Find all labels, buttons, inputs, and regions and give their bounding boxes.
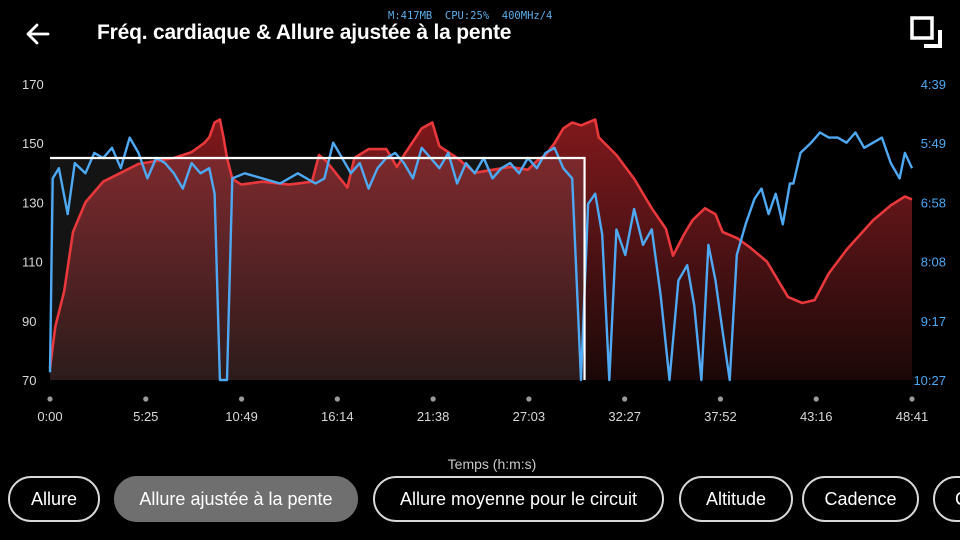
metric-tabs: Allure Allure ajustée à la pente Allure mo… [0,476,960,526]
hr-pace-chart: 170 150 130 110 90 70 4:39 5:49 6:58 8:08 9:17 10:… [22,77,946,472]
x-tick-label: 48:41 [896,409,929,424]
x-tick-label: 5:25 [133,409,158,424]
x-tick-label: 27:03 [513,409,546,424]
lap-marker [50,156,586,380]
hr-area [50,119,912,380]
y-right-tick-label: 10:27 [913,373,946,388]
x-tick-label: 43:16 [800,409,833,424]
y-right-tick-label: 9:17 [921,314,946,329]
y-right-tick-label: 4:39 [921,77,946,92]
x-tick-label: 16:14 [321,409,354,424]
tab-allure-moyenne-pour-le-circuit[interactable]: Allure moyenne pour le circuit [373,476,664,522]
x-tick-label: 32:27 [608,409,641,424]
y-left-tick-label: 90 [22,314,36,329]
x-tick-label: 0:00 [37,409,62,424]
back-arrow-icon[interactable] [22,18,54,50]
x-tick-dot [334,396,340,402]
x-axis-label: Temps (h:m:s) [448,456,537,472]
x-tick-dot [238,396,245,402]
tab-cadence[interactable]: Cadence [802,476,919,522]
tab-c[interactable]: C [933,476,960,522]
y-right-tick-label: 5:49 [921,136,946,151]
y-left-tick-label: 150 [22,136,44,151]
x-tick-label: 10:49 [225,409,258,424]
x-tick-dot [622,396,628,402]
y-left-tick-label: 130 [22,195,44,210]
y-right-tick-label: 8:08 [921,255,946,270]
x-tick-dot [47,396,53,402]
x-tick-label: 37:52 [704,409,737,424]
x-tick-dot [143,396,149,402]
y-left-tick-label: 70 [22,373,36,388]
tab-allure-ajust-e-la-pente[interactable]: Allure ajustée à la pente [114,476,358,522]
y-axis-left: 170 150 130 110 90 70 [22,77,44,388]
y-axis-right: 4:39 5:49 6:58 8:08 9:17 10:27 [913,77,946,388]
x-tick-dot [526,396,532,402]
fullscreen-icon[interactable] [908,14,946,52]
x-tick-dot [909,396,915,402]
lap-shade [50,158,585,380]
pace-series-line [48,131,914,382]
debug-overlay: M:417MB CPU:25% 400MHz/4 [388,10,553,22]
x-axis: 0:00 5:25 10:49 16:14 21:38 27:03 32:27 37:52 43… [37,396,928,424]
y-left-tick-label: 170 [22,77,44,92]
x-tick-dot [717,396,724,402]
x-tick-dot [813,396,819,402]
y-left-tick-label: 110 [22,255,43,270]
app-header: Fréq. cardiaque & Allure ajustée à la pe… [0,0,960,64]
x-tick-dot [430,396,436,402]
page-title: Fréq. cardiaque & Allure ajustée à la pe… [97,21,512,44]
tab-altitude[interactable]: Altitude [679,476,793,522]
y-right-tick-label: 6:58 [921,195,946,210]
tab-allure[interactable]: Allure [8,476,100,522]
x-tick-label: 21:38 [417,409,450,424]
